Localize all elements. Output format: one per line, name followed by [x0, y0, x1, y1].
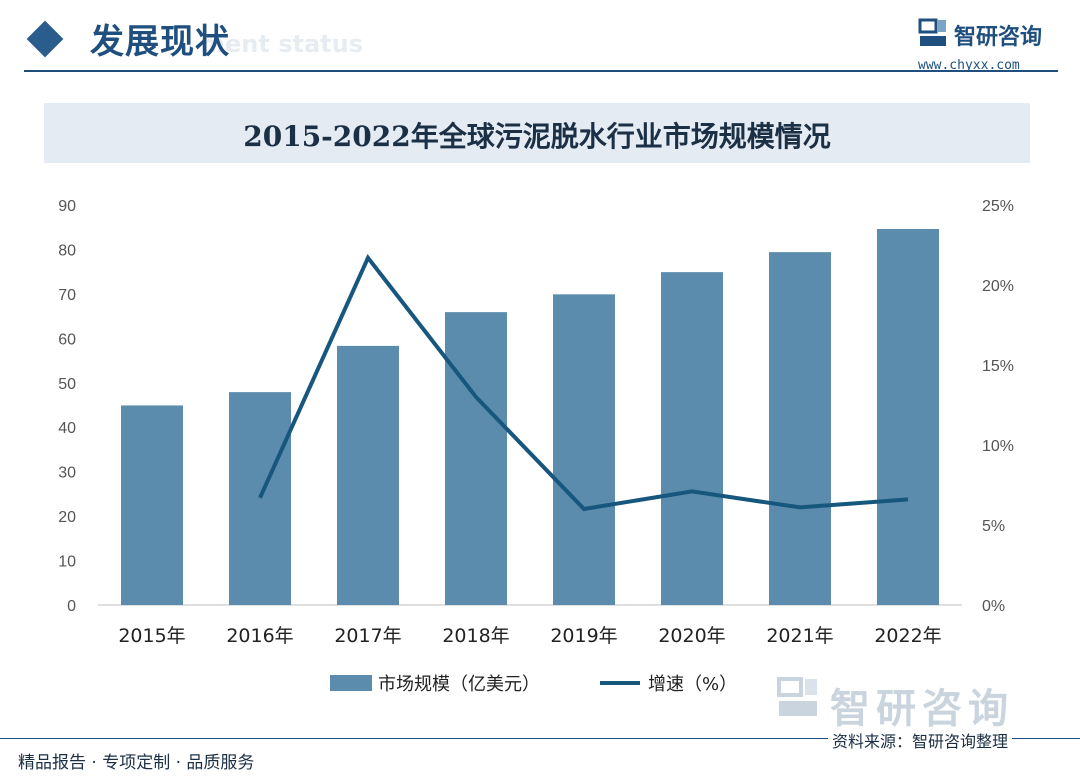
x-tick-label: 2019年 — [550, 625, 617, 647]
bar — [661, 272, 723, 605]
y-right-tick-label: 0% — [982, 598, 1005, 615]
y-right-tick-label: 20% — [982, 278, 1014, 295]
footer-divider — [0, 738, 1080, 739]
y-left-tick-label: 90 — [58, 198, 76, 215]
x-tick-label: 2016年 — [226, 625, 293, 647]
x-tick-label: 2021年 — [766, 625, 833, 647]
legend-label-bar: 市场规模（亿美元） — [378, 674, 540, 695]
chart-title: 2015-2022年全球污泥脱水行业市场规模情况 — [243, 120, 831, 153]
chart-title-band: 2015-2022年全球污泥脱水行业市场规模情况 — [44, 103, 1030, 163]
y-left-tick-label: 70 — [58, 287, 76, 304]
x-tick-label: 2020年 — [658, 625, 725, 647]
legend-label-line: 增速（%） — [648, 674, 737, 695]
x-tick-label: 2015年 — [118, 625, 185, 647]
header: ment status 发展现状 智研咨询 www.chyxx.com — [0, 0, 1080, 80]
y-right-tick-label: 15% — [982, 358, 1014, 375]
bar — [769, 252, 831, 605]
legend-swatch-bar — [330, 675, 372, 691]
bar — [229, 392, 291, 605]
data-source: 资料来源：智研咨询整理 — [828, 728, 1013, 752]
chart: 0 10 20 30 40 50 60 70 80 90 0% 5% 10% 15% 20% 25% 2015年… — [58, 198, 1014, 695]
y-left-tick-label: 80 — [58, 242, 76, 259]
bar — [337, 345, 399, 605]
bar — [121, 405, 183, 605]
section-title: 发展现状 — [90, 22, 230, 62]
brand-url[interactable]: www.chyxx.com — [918, 58, 1020, 73]
watermark-logo-icon — [777, 677, 817, 716]
y-right-tick-label: 5% — [982, 518, 1005, 535]
section-subtitle: ment status — [200, 30, 363, 58]
x-tick-label: 2017年 — [334, 625, 401, 647]
y-left-tick-label: 30 — [58, 465, 76, 482]
y-left-tick-label: 20 — [58, 509, 76, 526]
bar — [445, 312, 507, 605]
bar — [553, 294, 615, 605]
bar — [877, 229, 939, 605]
growth-line — [258, 253, 909, 512]
footer-tagline: 精品报告 · 专项定制 · 品质服务 — [18, 753, 255, 773]
y-left-tick-label: 60 — [58, 331, 76, 348]
header-divider — [24, 70, 1058, 72]
y-right-tick-label: 25% — [982, 198, 1014, 215]
y-left-tick-label: 40 — [58, 420, 76, 437]
watermark-text: 智研咨询 — [830, 686, 1014, 732]
brand-name: 智研咨询 — [954, 25, 1043, 50]
brand-logo-icon — [918, 18, 946, 46]
x-tick-label: 2018年 — [442, 625, 509, 647]
y-left-tick-label: 0 — [67, 598, 76, 615]
y-left-tick-label: 10 — [58, 554, 76, 571]
x-tick-label: 2022年 — [874, 625, 941, 647]
y-left-tick-label: 50 — [58, 376, 76, 393]
y-right-tick-label: 10% — [982, 438, 1014, 455]
